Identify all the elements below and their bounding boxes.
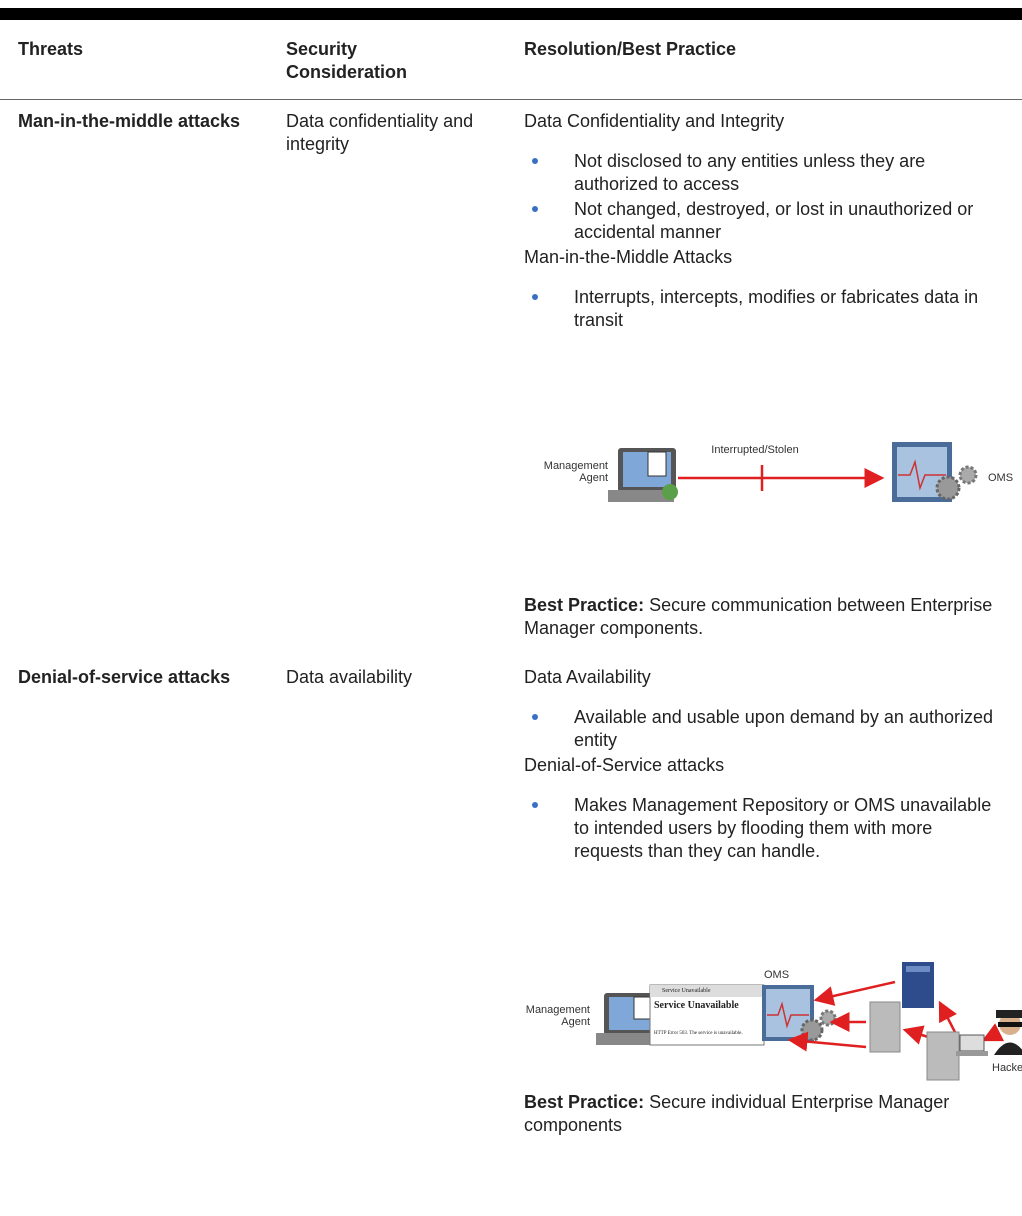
diagram-label: Management Agent xyxy=(525,1004,590,1028)
consideration: Data availability xyxy=(286,667,413,687)
error-window xyxy=(649,984,765,1046)
agent-icon xyxy=(608,448,678,502)
window-text: HTTP Error 503. The service is unavailab… xyxy=(654,1031,743,1036)
window-title: Service Unavailable xyxy=(662,988,711,994)
header-rule xyxy=(0,99,1022,100)
best-practice-text: Secure communication between Enterprise … xyxy=(524,595,993,638)
diagram-label: OMS xyxy=(764,969,790,981)
best-practice-label: Best Practice: xyxy=(524,1092,645,1112)
section-heading: Man-in-the-Middle Attacks xyxy=(524,247,733,267)
bullet: Available and usable upon demand by an a… xyxy=(530,706,1000,752)
header-cell: Security Consideration xyxy=(286,39,408,82)
section-heading: Data Availability xyxy=(524,667,651,687)
oms-icon xyxy=(892,442,978,502)
oms-icon xyxy=(762,985,837,1042)
best-practice: Best Practice: Secure individual Enterpr… xyxy=(524,1091,1004,1137)
threat: Man-in-the-middle attacks xyxy=(18,111,241,131)
section-heading: Data Confidentiality and Integrity xyxy=(524,111,785,131)
diagram-label: Hacker xyxy=(992,1062,1022,1074)
best-practice-text: Secure individual Enterprise Manager com… xyxy=(524,1092,950,1135)
consideration: Data confidentiality and integrity xyxy=(286,111,474,154)
section-heading: Denial-of-Service attacks xyxy=(524,755,725,775)
diagram-label: OMS xyxy=(988,472,1014,484)
best-practice-label: Best Practice: xyxy=(524,595,645,615)
laptop xyxy=(956,1034,988,1056)
bullet: Makes Management Repository or OMS unava… xyxy=(530,794,1000,863)
header-cell: Threats xyxy=(18,39,84,59)
hacker xyxy=(994,1010,1022,1055)
attack-arrows xyxy=(787,980,1005,1059)
top-rule xyxy=(0,8,1022,20)
diagram-label: Interrupted/Stolen xyxy=(711,444,799,456)
bullet: Not disclosed to any entities unless the… xyxy=(530,150,1000,196)
servers xyxy=(869,962,960,1081)
agent-icon xyxy=(596,993,660,1045)
bullet: Not changed, destroyed, or lost in unaut… xyxy=(530,198,1000,244)
best-practice: Best Practice: Secure communication betw… xyxy=(524,594,1004,640)
threat: Denial-of-service attacks xyxy=(18,667,231,687)
window-heading: Service Unavailable xyxy=(654,1000,739,1011)
bullet: Interrupts, intercepts, modifies or fabr… xyxy=(530,286,1000,332)
header-cell: Resolution/Best Practice xyxy=(524,39,737,59)
diagram-label: Management Agent xyxy=(543,460,608,484)
